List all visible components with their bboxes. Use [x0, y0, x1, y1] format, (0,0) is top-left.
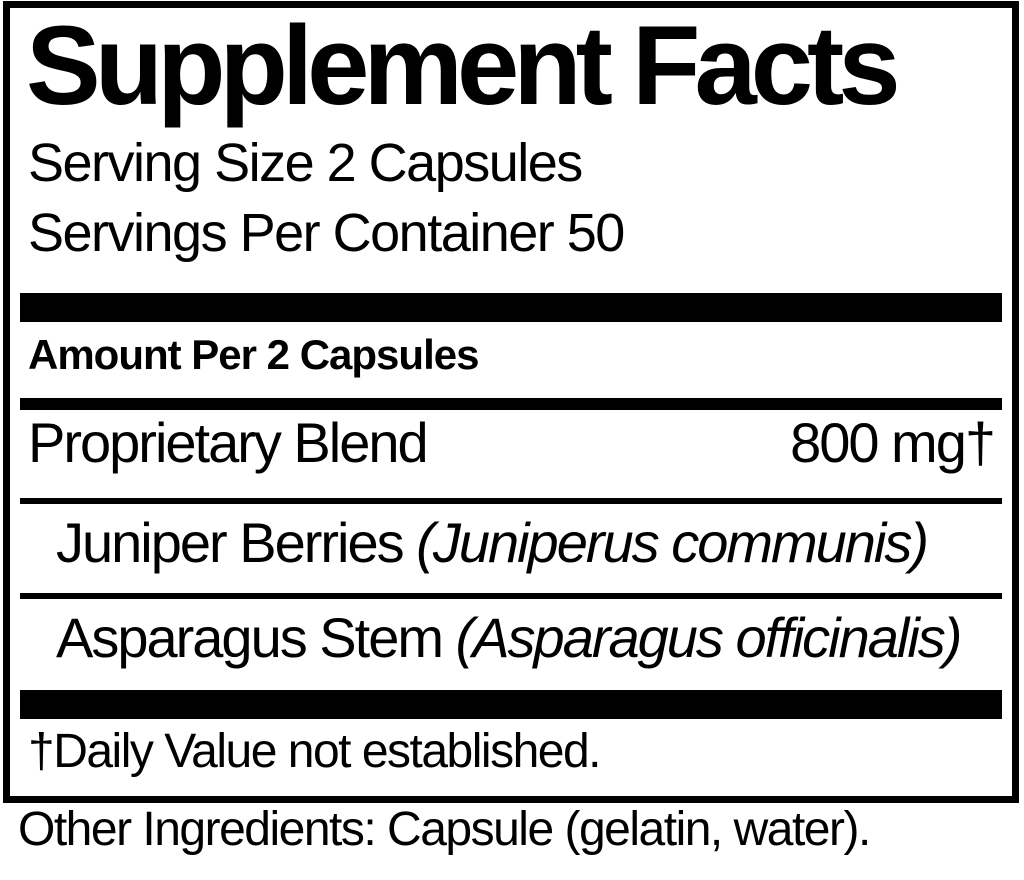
panel-title: Supplement Facts — [26, 3, 901, 128]
daily-value-footnote: †Daily Value not established. — [28, 725, 602, 778]
divider-thick-bottom — [20, 690, 1002, 719]
amount-per-capsules-header: Amount Per 2 Capsules — [28, 331, 479, 378]
divider-thin-2 — [20, 593, 1002, 599]
servings-per-container-text: Servings Per Container 50 — [28, 203, 625, 263]
table-row-proprietary-blend: Proprietary Blend 800 mg† — [28, 411, 996, 474]
other-ingredients-text: Other Ingredients: Capsule (gelatin, wat… — [18, 803, 871, 856]
ingredient-amount: 800 mg† — [790, 411, 996, 474]
serving-size-text: Serving Size 2 Capsules — [28, 133, 583, 193]
divider-medium — [20, 398, 1002, 410]
divider-thick-top — [20, 293, 1002, 322]
latin-botanical-name: (Asparagus officinalis) — [455, 606, 963, 669]
table-row-asparagus-stem: Asparagus Stem (Asparagus officinalis) — [56, 610, 962, 666]
latin-botanical-name: (Juniperus communis) — [416, 511, 929, 574]
divider-thin-1 — [20, 498, 1002, 504]
ingredient-name: Asparagus Stem — [56, 606, 456, 669]
supplement-facts-panel: Supplement Facts Serving Size 2 Capsules… — [3, 1, 1019, 803]
ingredient-name: Juniper Berries — [56, 511, 417, 574]
ingredient-name: Proprietary Blend — [28, 411, 429, 474]
table-row-juniper-berries: Juniper Berries (Juniperus communis) — [56, 515, 929, 571]
